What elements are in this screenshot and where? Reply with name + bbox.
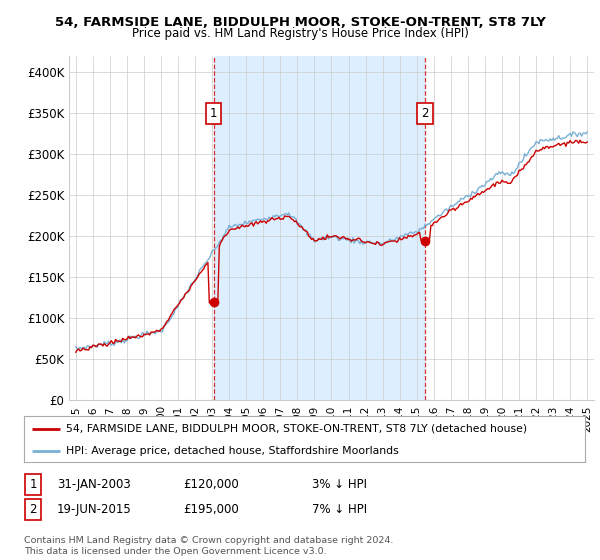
Text: Price paid vs. HM Land Registry's House Price Index (HPI): Price paid vs. HM Land Registry's House … [131, 27, 469, 40]
Text: £120,000: £120,000 [183, 478, 239, 491]
Text: 19-JUN-2015: 19-JUN-2015 [57, 503, 132, 516]
Text: 54, FARMSIDE LANE, BIDDULPH MOOR, STOKE-ON-TRENT, ST8 7LY (detached house): 54, FARMSIDE LANE, BIDDULPH MOOR, STOKE-… [66, 424, 527, 434]
Text: £195,000: £195,000 [183, 503, 239, 516]
Text: 2: 2 [29, 503, 37, 516]
Text: 1: 1 [29, 478, 37, 491]
Text: 3% ↓ HPI: 3% ↓ HPI [312, 478, 367, 491]
Bar [214, 56, 425, 400]
Text: 1: 1 [210, 107, 217, 120]
Text: 54, FARMSIDE LANE, BIDDULPH MOOR, STOKE-ON-TRENT, ST8 7LY: 54, FARMSIDE LANE, BIDDULPH MOOR, STOKE-… [55, 16, 545, 29]
Text: 7% ↓ HPI: 7% ↓ HPI [312, 503, 367, 516]
Text: Contains HM Land Registry data © Crown copyright and database right 2024.
This d: Contains HM Land Registry data © Crown c… [24, 536, 394, 556]
Text: 2: 2 [421, 107, 428, 120]
Text: 31-JAN-2003: 31-JAN-2003 [57, 478, 131, 491]
Text: HPI: Average price, detached house, Staffordshire Moorlands: HPI: Average price, detached house, Staf… [66, 446, 399, 456]
